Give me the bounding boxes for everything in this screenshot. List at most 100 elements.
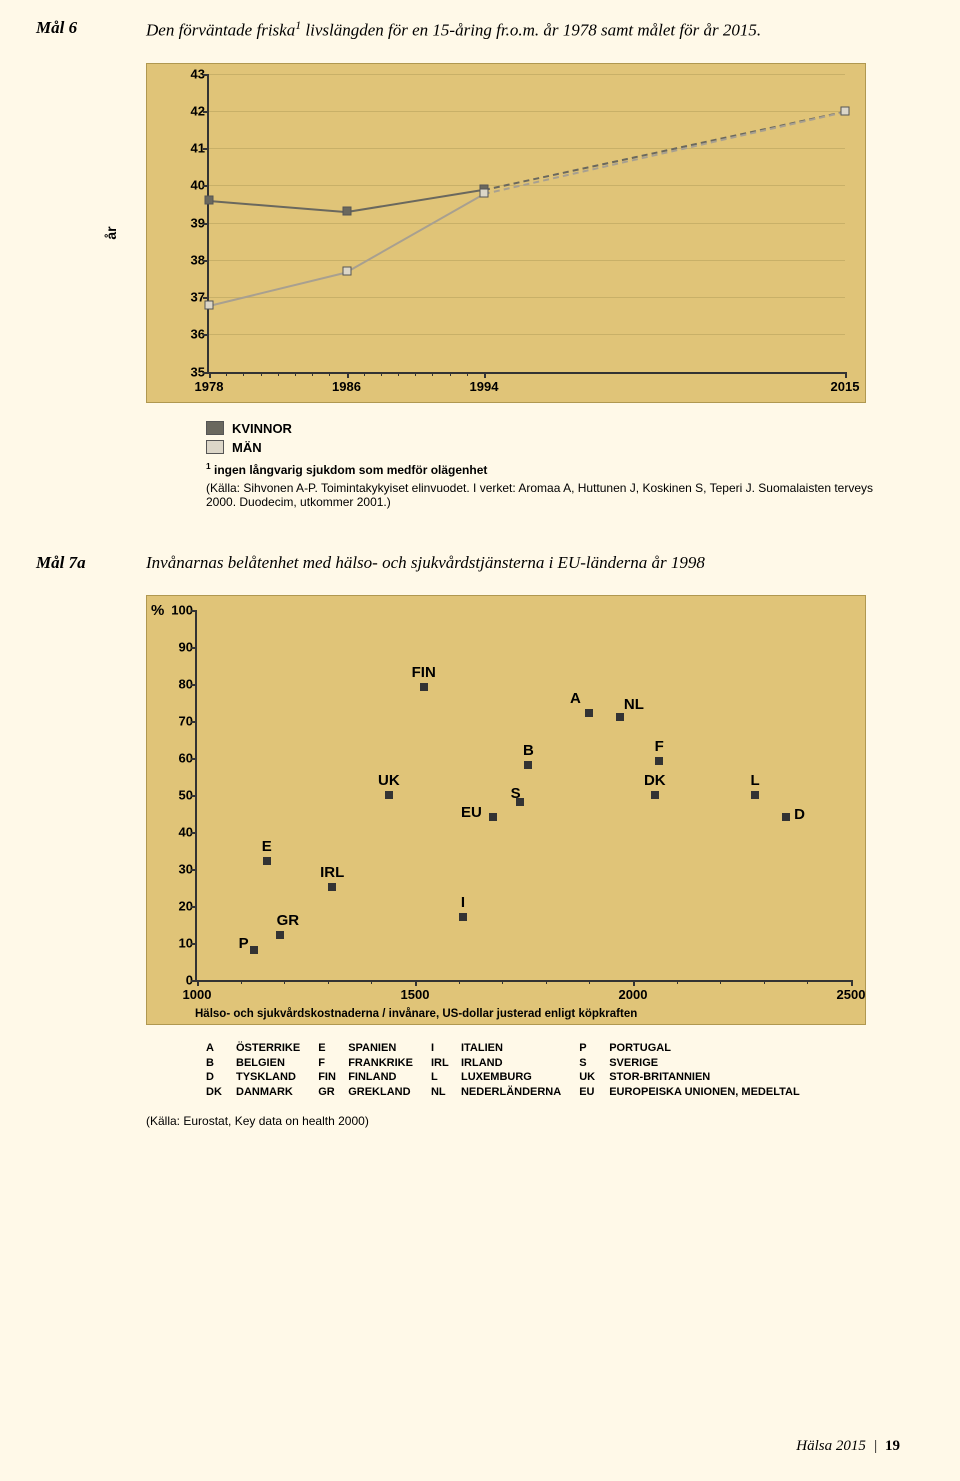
footer-page: 19 (885, 1438, 900, 1454)
chart2-point (263, 857, 271, 865)
chart1-marker (205, 300, 214, 309)
country-code: F (318, 1056, 348, 1071)
country-code: L (431, 1070, 461, 1085)
chart2-point-label: GR (277, 912, 300, 929)
chart2-x-tick: 2500 (837, 987, 866, 1002)
chart2-y-tick: 50 (165, 787, 193, 802)
mal7a-label: Mål 7a (36, 553, 146, 573)
chart2-point-label: S (511, 785, 521, 802)
country-code: B (206, 1056, 236, 1071)
legend-label-kvinnor: KVINNOR (232, 421, 292, 436)
chart2-y-tick: 0 (165, 972, 193, 987)
country-name: FINLAND (348, 1070, 396, 1085)
chart2-source: (Källa: Eurostat, Key data on health 200… (146, 1114, 900, 1128)
chart2-container: % 01020304050607080901001000150020002500… (146, 595, 866, 1025)
chart1-legend: KVINNOR MÄN 1 ingen långvarig sjukdom so… (206, 421, 900, 509)
chart2-point-label: I (461, 894, 465, 911)
country-name: GREKLAND (348, 1085, 410, 1100)
country-name: ITALIEN (461, 1041, 503, 1056)
country-code: I (431, 1041, 461, 1056)
chart2-point (524, 761, 532, 769)
chart2-point-label: EU (461, 804, 482, 821)
country-code: E (318, 1041, 348, 1056)
footnote-text: ingen långvarig sjukdom som medför oläge… (214, 463, 487, 477)
country-name: SPANIEN (348, 1041, 396, 1056)
country-code: EU (579, 1085, 609, 1100)
chart1-x-tick: 2015 (831, 379, 860, 394)
chart1-y-tick: 35 (179, 364, 205, 379)
chart1-x-tick: 1986 (332, 379, 361, 394)
chart2-y-tick: 70 (165, 713, 193, 728)
chart2-point (489, 813, 497, 821)
chart2-y-tick: 20 (165, 898, 193, 913)
chart2-point (276, 931, 284, 939)
footer-sep: | (873, 1438, 877, 1454)
chart2-point-label: DK (644, 772, 666, 789)
chart1-x-tick: 1994 (470, 379, 499, 394)
chart2-point-label: E (262, 838, 272, 855)
chart1-y-tick: 41 (179, 141, 205, 156)
country-name: FRANKRIKE (348, 1056, 413, 1071)
chart2-point (782, 813, 790, 821)
legend-kvinnor: KVINNOR (206, 421, 900, 436)
chart2-x-tick: 2000 (619, 987, 648, 1002)
chart2-point-label: UK (378, 772, 400, 789)
chart2-point (328, 883, 336, 891)
chart2-x-tick: 1000 (183, 987, 212, 1002)
country-code: P (579, 1041, 609, 1056)
footnote-marker: 1 (206, 461, 211, 471)
chart1-y-tick: 40 (179, 178, 205, 193)
chart2-pct-symbol: % (151, 602, 164, 619)
country-name: BELGIEN (236, 1056, 285, 1071)
chart1-marker (841, 106, 850, 115)
chart1-y-axis-label: år (103, 226, 119, 239)
country-name: SVERIGE (609, 1056, 658, 1071)
chart2-x-caption: Hälso- och sjukvårdskostnaderna / invåna… (195, 1008, 637, 1020)
chart1-container: år 3536373839404142431978198619942015 (146, 63, 866, 403)
chart1-y-tick: 38 (179, 252, 205, 267)
chart2-point-label: D (794, 806, 805, 823)
mal7a-heading: Mål 7a Invånarnas belåtenhet med hälso- … (36, 553, 900, 573)
chart2-y-tick: 90 (165, 639, 193, 654)
chart2-country-legend: AÖSTERRIKEBBELGIENDTYSKLANDDKDANMARKESPA… (206, 1041, 900, 1100)
country-code: DK (206, 1085, 236, 1100)
chart1-footnote: 1 ingen långvarig sjukdom som medför olä… (206, 461, 900, 477)
country-name: LUXEMBURG (461, 1070, 532, 1085)
chart2-point-label: FIN (412, 664, 436, 681)
legend-label-man: MÄN (232, 440, 262, 455)
country-name: ÖSTERRIKE (236, 1041, 300, 1056)
chart2-point-label: IRL (320, 864, 344, 881)
chart2-point-label: F (655, 738, 664, 755)
chart2-point (385, 791, 393, 799)
chart1-y-tick: 39 (179, 215, 205, 230)
chart2-plot: 01020304050607080901001000150020002500FI… (195, 610, 851, 982)
chart2-y-tick: 30 (165, 861, 193, 876)
country-code: NL (431, 1085, 461, 1100)
footer-text: Hälsa 2015 (796, 1438, 866, 1454)
country-code: D (206, 1070, 236, 1085)
country-name: NEDERLÄNDERNA (461, 1085, 561, 1100)
country-code: GR (318, 1085, 348, 1100)
chart1-x-tick: 1978 (195, 379, 224, 394)
country-name: DANMARK (236, 1085, 293, 1100)
country-name: EUROPEISKA UNIONEN, MEDELTAL (609, 1085, 799, 1100)
country-code: FIN (318, 1070, 348, 1085)
chart2-y-tick: 40 (165, 824, 193, 839)
chart2-y-tick: 60 (165, 750, 193, 765)
chart2-y-tick: 10 (165, 935, 193, 950)
chart1-plot: 3536373839404142431978198619942015 (207, 74, 845, 374)
chart1-y-tick: 42 (179, 103, 205, 118)
country-code: S (579, 1056, 609, 1071)
swatch-man (206, 440, 224, 454)
chart2-point (420, 683, 428, 691)
chart2-point (751, 791, 759, 799)
country-code: UK (579, 1070, 609, 1085)
mal6-title-pre: Den förväntade friska (146, 21, 295, 40)
mal6-title: Den förväntade friska1 livslängden för e… (146, 18, 900, 41)
chart2-point (616, 713, 624, 721)
country-code: IRL (431, 1056, 461, 1071)
chart2-point-label: A (570, 690, 581, 707)
mal6-label: Mål 6 (36, 18, 146, 41)
chart2-point (459, 913, 467, 921)
mal6-heading: Mål 6 Den förväntade friska1 livslängden… (36, 18, 900, 41)
